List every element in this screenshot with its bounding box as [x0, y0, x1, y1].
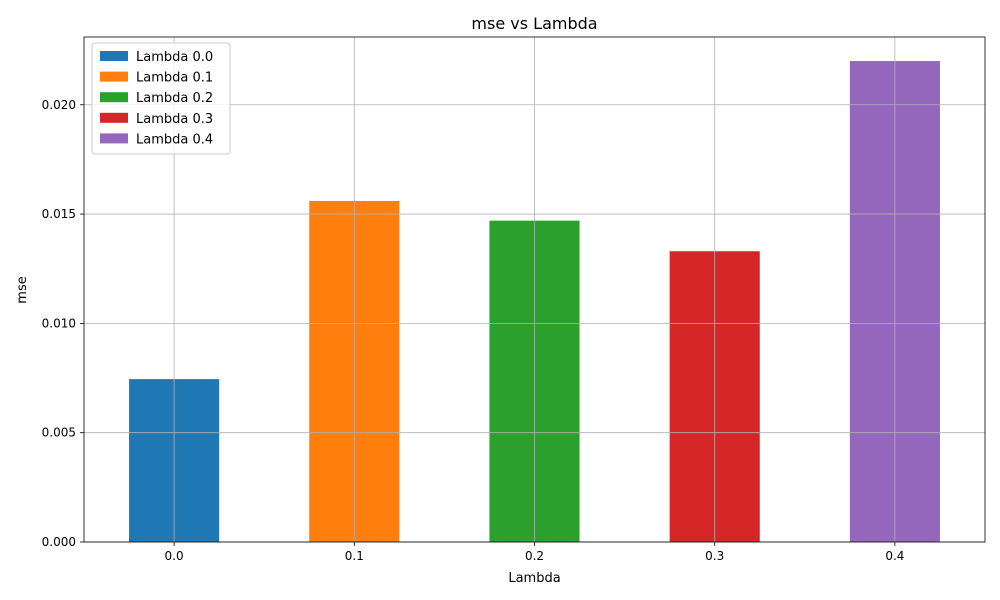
y-tick-label-0.020: 0.020 — [42, 98, 76, 112]
ticks-layer: 0.0 0.1 0.2 0.3 0.4 0.000 0.005 0.010 0.015 0.020 — [42, 98, 905, 563]
x-axis-label: Lambda — [508, 571, 560, 586]
legend-swatch-0 — [100, 51, 128, 61]
x-tick-label-0.3: 0.3 — [705, 549, 724, 563]
legend-swatch-4 — [100, 133, 128, 144]
x-tick-label-0.2: 0.2 — [525, 549, 544, 563]
x-tick-label-0.0: 0.0 — [165, 549, 184, 563]
legend-label-0: Lambda 0.0 — [136, 50, 213, 65]
legend-swatch-1 — [100, 71, 128, 82]
legend-swatch-3 — [100, 112, 128, 123]
chart-title: mse vs Lambda — [471, 14, 597, 33]
y-tick-label-0.010: 0.010 — [42, 316, 76, 330]
legend-label-1: Lambda 0.1 — [136, 71, 213, 86]
legend-label-4: Lambda 0.4 — [136, 132, 213, 147]
legend: Lambda 0.0 Lambda 0.1 Lambda 0.2 Lambda 0.3… — [91, 42, 231, 155]
x-tick-label-0.1: 0.1 — [345, 549, 364, 563]
y-tick-label-0.005: 0.005 — [42, 426, 76, 440]
legend-box — [91, 42, 231, 155]
legend-swatch-2 — [100, 92, 128, 103]
y-tick-label-0.000: 0.000 — [42, 535, 76, 549]
legend-label-3: Lambda 0.3 — [136, 112, 213, 127]
y-axis-label: mse — [15, 276, 30, 303]
legend-label-2: Lambda 0.2 — [136, 91, 213, 106]
y-tick-label-0.015: 0.015 — [42, 207, 76, 221]
x-tick-label-0.4: 0.4 — [885, 549, 904, 563]
